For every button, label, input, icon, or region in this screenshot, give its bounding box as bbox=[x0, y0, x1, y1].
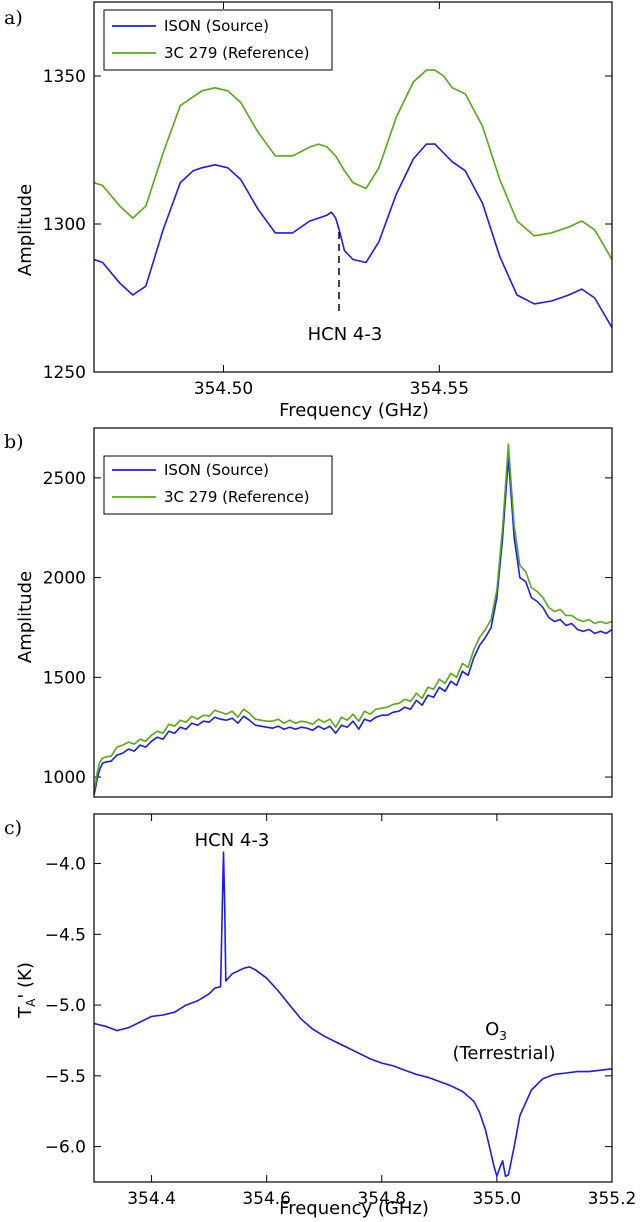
panel-a-legend: ISON (Source) 3C 279 (Reference) bbox=[103, 9, 333, 71]
panel-c: c) TA' (K) Frequency (GHz) −6.0−5.5−5.0−… bbox=[4, 813, 637, 1219]
legend-b-reference-label: 3C 279 (Reference) bbox=[164, 488, 309, 506]
panel-a: a) Amplitude Frequency (GHz) 1250 1300 135… bbox=[4, 1, 613, 421]
panel-c-letter: c) bbox=[4, 817, 22, 839]
panel-a-xlabel: Frequency (GHz) bbox=[279, 400, 429, 421]
panel-b-frame bbox=[93, 427, 613, 798]
panel-c-ytick-label: −5.5 bbox=[45, 1067, 86, 1087]
panel-b-ticks: 1000 1500 2000 2500 bbox=[43, 469, 612, 788]
panel-a-xtick-label: 354.50 bbox=[194, 379, 253, 399]
panel-b-ylabel: Amplitude bbox=[15, 571, 36, 663]
panel-b-ytick-label: 2000 bbox=[43, 569, 86, 589]
panel-c-o3-annotation: O3 (Terrestrial) bbox=[452, 1019, 555, 1064]
panel-a-ytick-label: 1250 bbox=[43, 363, 86, 383]
panel-c-ytick-label: −4.0 bbox=[45, 855, 86, 875]
panel-a-ticks: 1250 1300 1350 354.50 354.55 bbox=[43, 2, 612, 399]
panel-a-legend-box bbox=[103, 9, 333, 71]
panel-c-xtick-label: 355.2 bbox=[588, 1189, 637, 1209]
panel-c-o3-note: (Terrestrial) bbox=[452, 1043, 555, 1064]
panel-c-ytick-label: −5.0 bbox=[45, 996, 86, 1016]
legend-a-reference-label: 3C 279 (Reference) bbox=[164, 44, 309, 62]
panel-c-series-0-line bbox=[93, 851, 613, 1178]
panel-a-series-1-line bbox=[93, 69, 613, 260]
panel-b-series-1-line bbox=[93, 443, 613, 792]
panel-c-xtick-label: 355.0 bbox=[473, 1189, 522, 1209]
panel-a-ytick-label: 1300 bbox=[43, 215, 86, 235]
panel-c-xlabel: Frequency (GHz) bbox=[279, 1198, 429, 1219]
panel-c-frame bbox=[93, 813, 613, 1183]
panel-a-ylabel: Amplitude bbox=[15, 184, 36, 276]
svg-text:TA' (K): TA' (K) bbox=[15, 962, 38, 1019]
panel-c-ytick-label: −6.0 bbox=[45, 1138, 86, 1158]
panel-c-hcn-annotation: HCN 4-3 bbox=[195, 830, 270, 851]
panel-b-legend: ISON (Source) 3C 279 (Reference) bbox=[103, 455, 333, 515]
panel-a-frame bbox=[93, 1, 613, 373]
legend-a-source-label: ISON (Source) bbox=[164, 17, 269, 35]
panel-a-series-0-line bbox=[93, 143, 613, 329]
panel-a-letter: a) bbox=[4, 7, 23, 29]
panel-a-series bbox=[93, 69, 613, 329]
panel-c-ticks: −6.0 −5.5 −5.0 −4.5 −4.0 354.4 354.6 354.8 355.0… bbox=[45, 814, 637, 1209]
panel-b-letter: b) bbox=[4, 431, 24, 453]
panel-a-xtick-label: 354.55 bbox=[410, 379, 469, 399]
panel-b-ytick-label: 1000 bbox=[43, 768, 86, 788]
panel-c-series bbox=[93, 851, 613, 1178]
panel-c-ylabel: TA' (K) bbox=[15, 962, 38, 1019]
panel-b-series-0-line bbox=[93, 457, 613, 796]
panel-b-ytick-label: 2500 bbox=[43, 469, 86, 489]
legend-b-source-label: ISON (Source) bbox=[164, 461, 269, 479]
panel-b-ytick-label: 1500 bbox=[43, 668, 86, 688]
panel-b-series bbox=[93, 443, 613, 796]
panel-c-xtick-label: 354.6 bbox=[242, 1189, 291, 1209]
panel-b-legend-box bbox=[103, 455, 333, 515]
panel-a-hcn-annotation: HCN 4-3 bbox=[308, 324, 383, 345]
panel-c-ytick-label: −4.5 bbox=[45, 925, 86, 945]
svg-text:O3: O3 bbox=[485, 1019, 507, 1043]
panel-c-xtick-label: 354.8 bbox=[357, 1189, 406, 1209]
panel-b: b) Amplitude 1000 1500 2000 2500 ISON (Sour… bbox=[4, 427, 613, 798]
panel-c-xtick-label: 354.4 bbox=[127, 1189, 176, 1209]
panel-a-ytick-label: 1350 bbox=[43, 67, 86, 87]
